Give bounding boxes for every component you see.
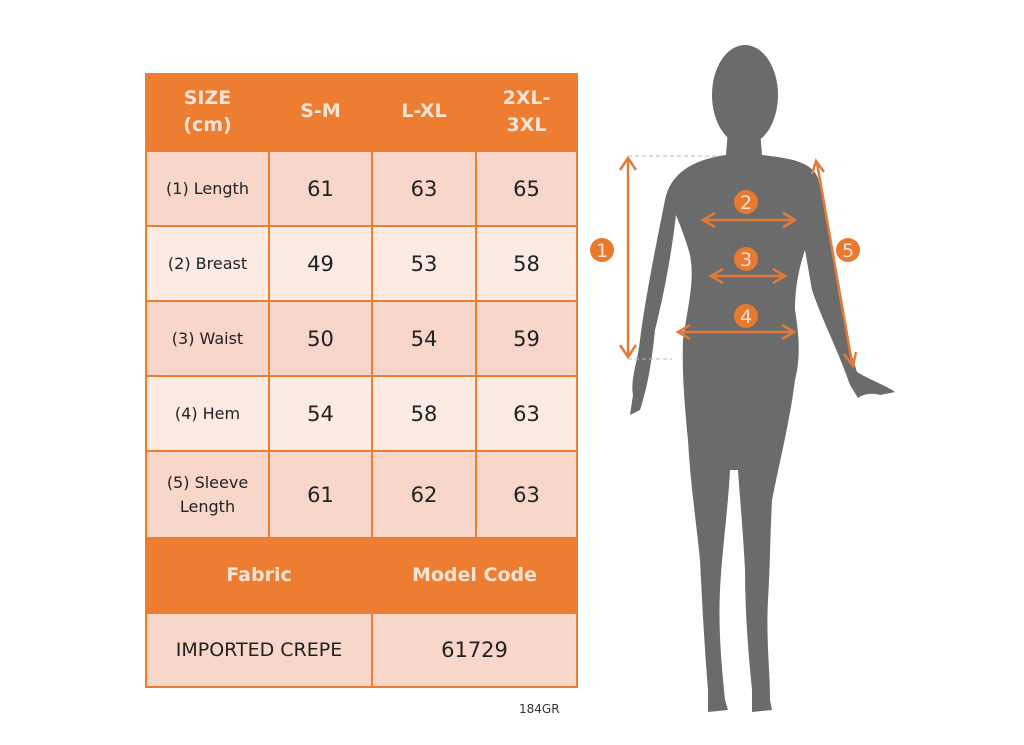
- marker-circle: [734, 304, 758, 328]
- row-label: (2) Breast: [147, 227, 268, 300]
- marker-circle: [734, 247, 758, 271]
- value-cell: 58: [477, 227, 576, 300]
- value-cell: 53: [373, 227, 475, 300]
- marker-circle: [836, 238, 860, 262]
- value-cell: 49: [270, 227, 371, 300]
- header-cell: S-M: [300, 100, 341, 123]
- size-chart-table: SIZE (cm) S-M L-XL 2XL- 3XL (1) Length 61 63 65…: [145, 73, 578, 688]
- row-label: (4) Hem: [147, 377, 268, 450]
- value-cell: 62: [373, 452, 475, 537]
- row-label: (5) Sleeve Length: [147, 452, 268, 537]
- marker-circle: [734, 190, 758, 214]
- silhouette: [630, 45, 895, 712]
- marker-number: 1: [596, 240, 608, 262]
- value-cell: 61: [270, 452, 371, 537]
- marker-number: 4: [740, 306, 752, 328]
- header-cell: SIZE (cm): [183, 86, 232, 136]
- fabric-value: IMPORTED CREPE: [147, 614, 371, 686]
- value-cell: 58: [373, 377, 475, 450]
- row-label: (1) Length: [147, 152, 268, 225]
- measurement-markers: 1 2 3 4 5: [590, 190, 860, 328]
- value-cell: 63: [477, 452, 576, 537]
- value-cell: 61: [270, 152, 371, 225]
- value-cell: 63: [477, 377, 576, 450]
- value-cell: 63: [373, 152, 475, 225]
- value-cell: 59: [477, 302, 576, 375]
- model-code-value: 61729: [373, 614, 576, 686]
- model-code-header: Model Code: [411, 563, 538, 586]
- fabric-header: Fabric: [226, 563, 292, 586]
- measurement-lines: [618, 155, 858, 369]
- marker-number: 3: [740, 249, 752, 271]
- header-cell: L-XL: [401, 100, 447, 123]
- value-cell: 54: [373, 302, 475, 375]
- marker-number: 2: [740, 192, 752, 214]
- value-cell: 54: [270, 377, 371, 450]
- product-code: 184GR: [519, 702, 560, 716]
- guide-lines: [628, 155, 718, 360]
- value-cell: 65: [477, 152, 576, 225]
- value-cell: 50: [270, 302, 371, 375]
- marker-circle: [590, 238, 614, 262]
- header-cell: 2XL- 3XL: [502, 86, 551, 136]
- row-label: (3) Waist: [147, 302, 268, 375]
- marker-number: 5: [842, 240, 854, 262]
